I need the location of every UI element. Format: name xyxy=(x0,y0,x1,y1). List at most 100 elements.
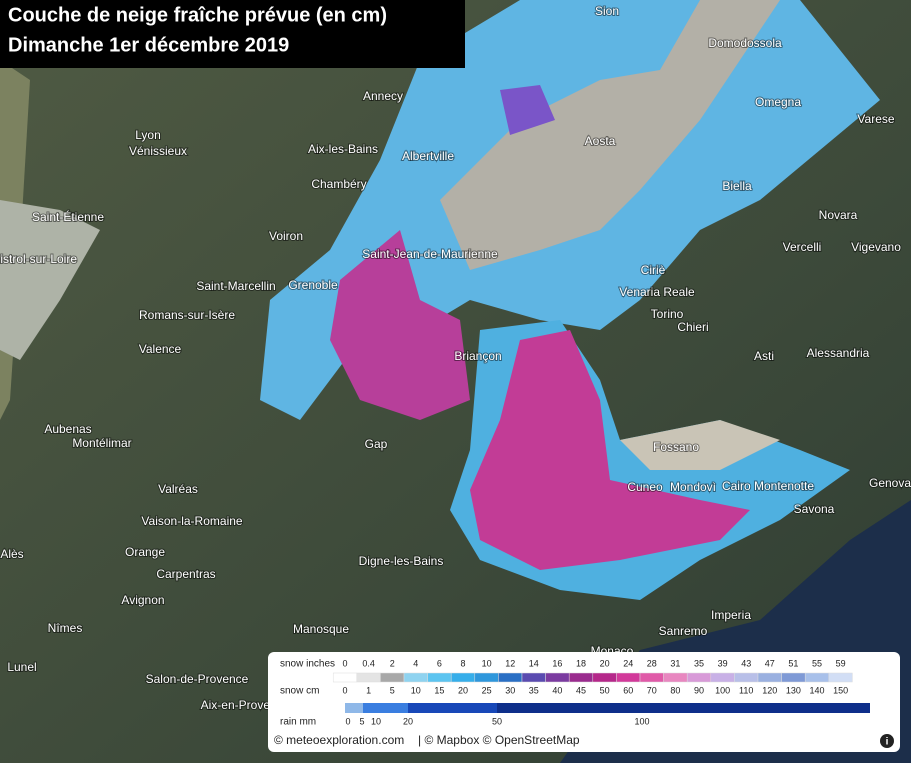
cloud-mask xyxy=(0,200,100,360)
place-label: Nîmes xyxy=(48,621,83,635)
legend-swatch xyxy=(380,672,405,683)
place-label: Romans-sur-Isère xyxy=(139,308,235,322)
legend-value: 60 xyxy=(623,685,633,695)
legend-value: 4 xyxy=(413,658,418,668)
legend-value: 90 xyxy=(694,685,704,695)
legend-swatch xyxy=(686,672,712,683)
title-box xyxy=(0,0,465,68)
legend-value: 110 xyxy=(739,685,753,695)
place-label: Voiron xyxy=(269,229,303,243)
place-label: Cairo Montenotte xyxy=(722,479,814,493)
place-label: Annecy xyxy=(363,89,403,103)
legend-value: 40 xyxy=(552,685,562,695)
place-label: Savona xyxy=(794,502,835,516)
place-label: Monistrol-sur-Loire xyxy=(0,252,77,266)
place-label: Aix-les-Bains xyxy=(308,142,378,156)
place-label: Imperia xyxy=(711,608,751,622)
subtitle: Dimanche 1er décembre 2019 xyxy=(8,34,289,56)
legend-value: 35 xyxy=(529,685,539,695)
legend-value: 25 xyxy=(482,685,492,695)
legend-value: 130 xyxy=(786,685,801,695)
legend-swatch xyxy=(568,672,594,683)
place-label: Chambéry xyxy=(311,177,366,191)
legend-value: 59 xyxy=(836,658,846,668)
legend-value: 15 xyxy=(434,685,444,695)
legend-value: 28 xyxy=(647,658,657,668)
legend-value: 150 xyxy=(833,685,848,695)
legend-value: 80 xyxy=(670,685,680,695)
place-label: Mondovì xyxy=(670,480,716,494)
legend-swatch xyxy=(757,672,782,683)
rain-bar xyxy=(363,703,408,713)
legend-value: 30 xyxy=(505,685,515,695)
legend-value: 35 xyxy=(694,658,704,668)
legend-value: 0 xyxy=(342,658,347,668)
rain-bar xyxy=(345,703,363,713)
legend-swatch xyxy=(545,672,570,683)
place-label: Vaison-la-Romaine xyxy=(141,514,242,528)
place-label: Salon-de-Provence xyxy=(146,672,249,686)
place-label: Biella xyxy=(722,179,752,193)
place-label: Carpentras xyxy=(156,567,215,581)
place-label: Aubenas xyxy=(44,422,91,436)
info-icon[interactable] xyxy=(880,734,894,748)
legend-value: 12 xyxy=(505,658,515,668)
legend-label: snow cm xyxy=(280,686,319,697)
legend-value: 20 xyxy=(600,658,610,668)
legend-value: 2 xyxy=(390,658,395,668)
legend-swatch xyxy=(498,672,523,683)
snow-heavy xyxy=(330,230,470,420)
legend-value: 0.4 xyxy=(362,658,375,668)
legend-value: 0 xyxy=(342,685,347,695)
place-label: Vigevano xyxy=(851,240,901,254)
legend-swatch xyxy=(804,672,830,683)
place-label: Varese xyxy=(857,112,894,126)
place-label: Montélimar xyxy=(72,436,131,450)
legend-value: 1 xyxy=(366,685,371,695)
legend-value: 20 xyxy=(458,685,468,695)
place-label: Gap xyxy=(365,437,388,451)
legend-label: rain mm xyxy=(280,717,316,728)
place-label: Vercelli xyxy=(783,240,822,254)
legend-swatch xyxy=(427,672,452,683)
legend-swatch xyxy=(710,672,735,683)
rain-bar xyxy=(497,703,870,713)
title: Couche de neige fraîche prévue (en cm) xyxy=(8,4,387,26)
info-icon-text[interactable]: i xyxy=(886,737,889,748)
legend-swatch xyxy=(356,672,381,683)
place-label: Alès xyxy=(0,547,23,561)
place-label: Novara xyxy=(819,208,858,222)
legend-value: 14 xyxy=(529,658,539,668)
legend-value: 45 xyxy=(576,685,586,695)
legend-swatch xyxy=(474,672,499,683)
legend-swatch xyxy=(403,672,428,683)
legend-swatch xyxy=(734,672,759,683)
place-label: Sion xyxy=(595,4,619,18)
legend-swatch xyxy=(521,672,546,683)
legend-value: 100 xyxy=(634,716,649,726)
cloud-mask xyxy=(440,0,780,270)
legend-value: 5 xyxy=(359,716,364,726)
legend-value: 120 xyxy=(762,685,777,695)
place-label: Aix-en-Provence xyxy=(201,698,290,712)
legend-swatch xyxy=(663,672,688,683)
place-label: Avignon xyxy=(121,593,164,607)
place-label: Manosque xyxy=(293,622,349,636)
legend-value: 6 xyxy=(437,658,442,668)
legend-value: 8 xyxy=(460,658,465,668)
legend-swatch xyxy=(781,672,806,683)
place-label: Valréas xyxy=(158,482,198,496)
place-labels: Sion Domodossola Annecy Lyon Vénissieux Omegn… xyxy=(0,3,911,713)
legend-value: 10 xyxy=(371,716,381,726)
legend-value: 140 xyxy=(809,685,824,695)
place-label: Saint-Étienne xyxy=(32,209,104,224)
attribution: © meteoexploration.com xyxy=(274,733,404,747)
legend-value: 39 xyxy=(718,658,728,668)
legend-value: 18 xyxy=(576,658,586,668)
legend-value: 10 xyxy=(482,658,492,668)
place-label: Ciriè xyxy=(641,263,666,277)
place-label: Digne-les-Bains xyxy=(359,554,444,568)
legend-value: 50 xyxy=(600,685,610,695)
